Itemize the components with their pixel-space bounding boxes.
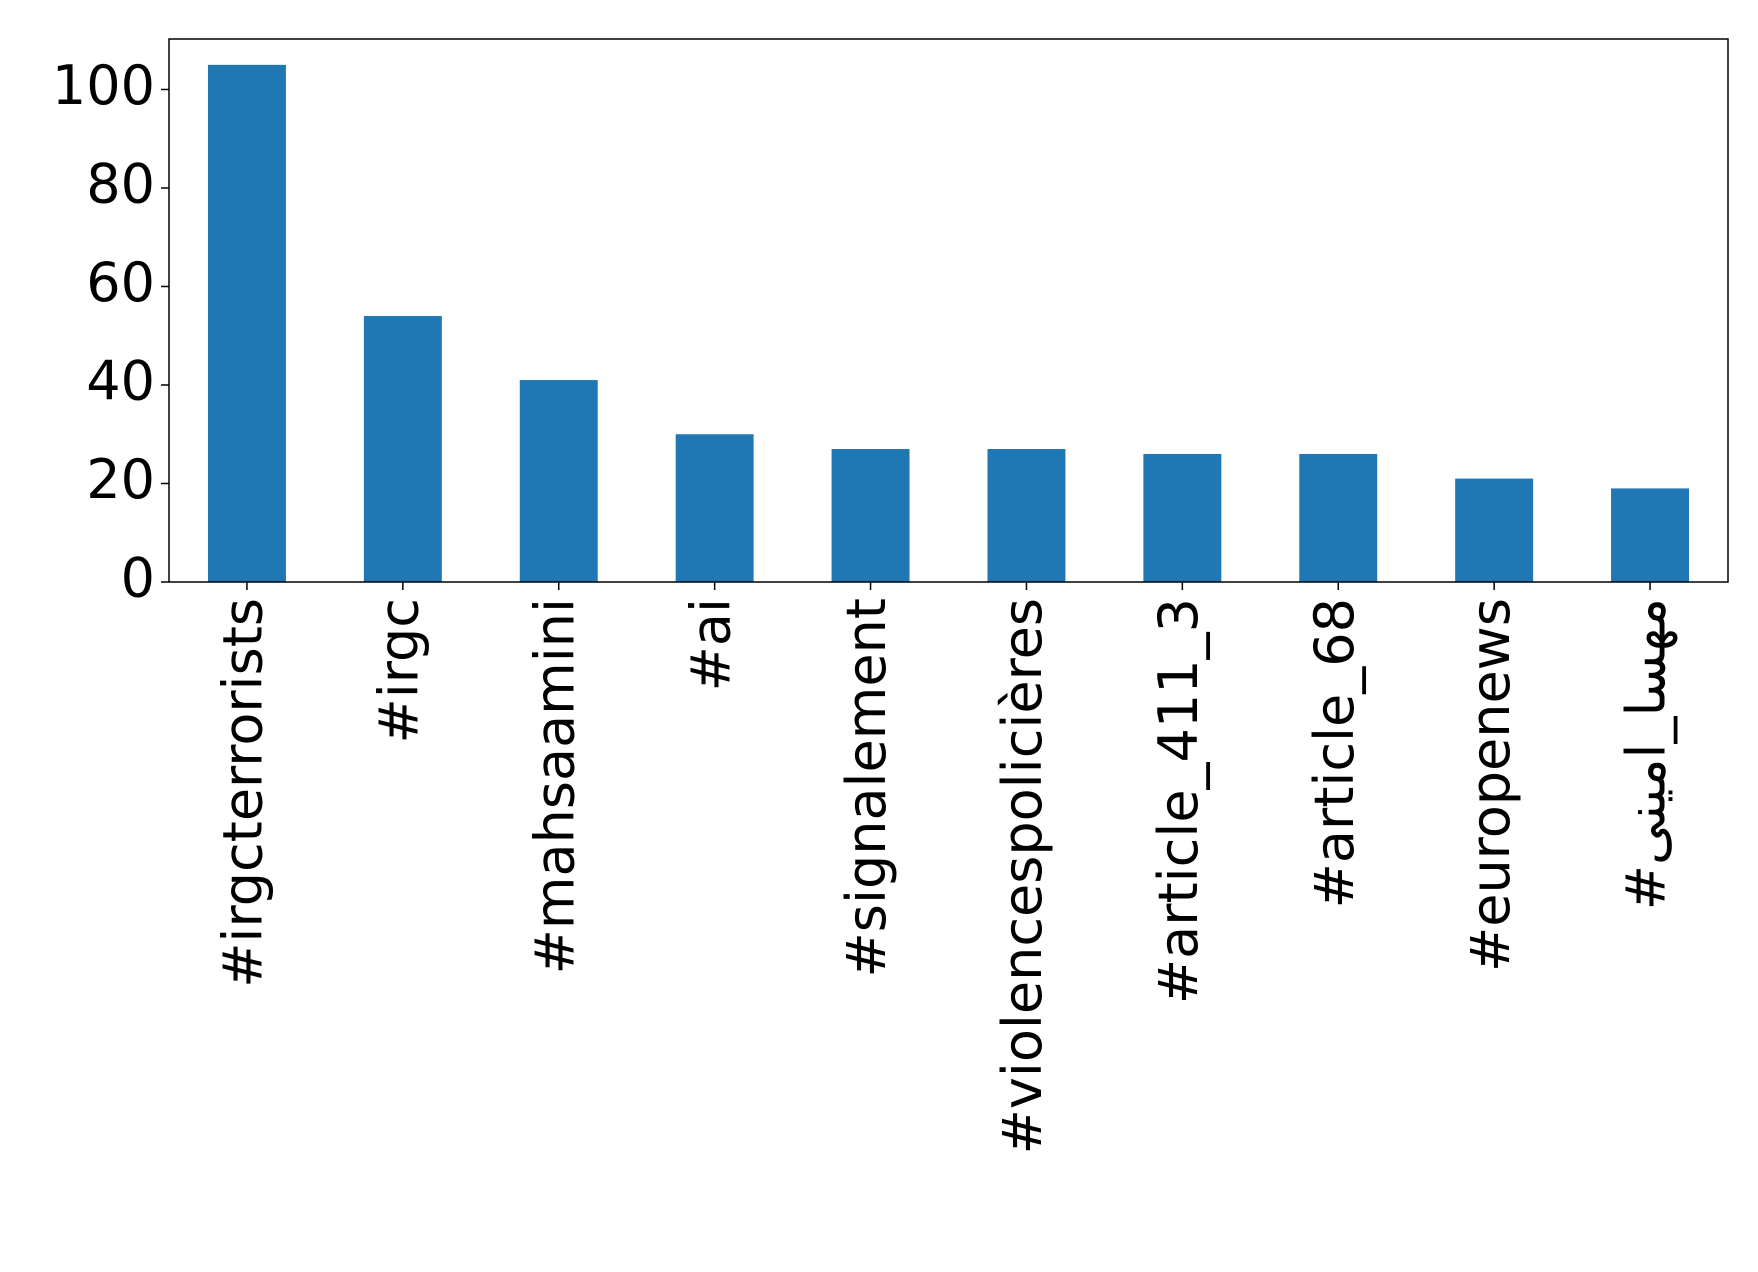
y-tick-label: 40 [86,350,155,413]
x-tick-label: #irgc [367,598,430,743]
y-tick-label: 0 [121,547,155,610]
y-tick-label: 100 [52,54,155,117]
bar [363,316,442,582]
x-tick-label: #europenews [1459,598,1522,972]
x-tick-label: #irgcterrorists [212,598,275,988]
bar [987,449,1066,582]
y-tick-label: 60 [86,251,155,314]
bar [207,64,286,583]
bar [831,449,910,582]
plot-frame [168,38,1729,583]
bar [519,380,598,582]
x-tick-label: #مهسا_امینی [1615,598,1678,910]
bar [1143,453,1222,582]
bar [1455,478,1534,582]
x-tick-label: #ai [679,598,742,691]
y-tick-label: 80 [86,153,155,216]
x-tick-label: #article_68 [1303,598,1366,908]
bar [675,434,754,582]
bar [1299,453,1378,582]
x-tick-label: #violencespolicières [991,598,1054,1154]
x-tick-label: #mahsaamini [523,598,586,974]
x-tick-label: #article_411_3 [1147,598,1210,1004]
bar [1611,488,1690,582]
y-tick-label: 20 [86,448,155,511]
x-tick-label: #signalement [835,598,898,977]
